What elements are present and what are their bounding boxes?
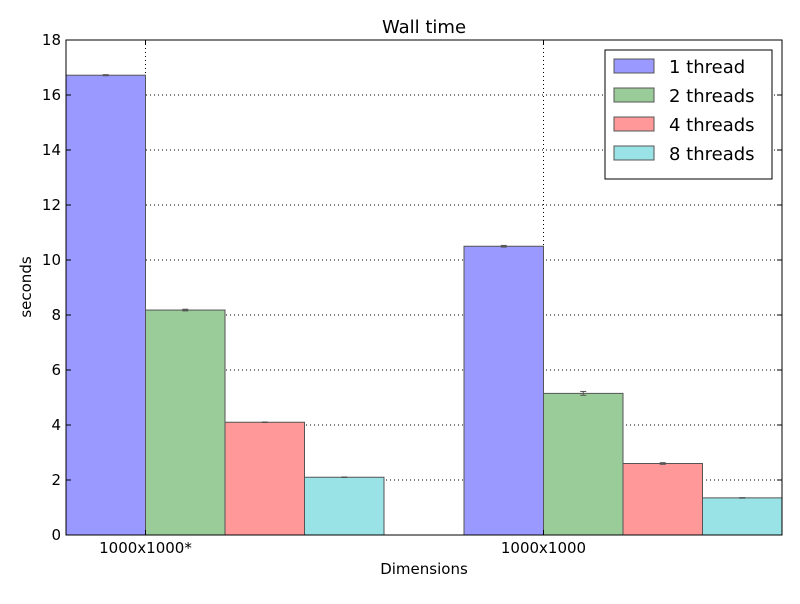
- x-tick-label: 1000x1000: [501, 539, 586, 557]
- y-tick-label: 8: [51, 306, 61, 324]
- y-tick-label: 16: [42, 86, 61, 104]
- error-bars: [102, 74, 746, 499]
- bar: [702, 497, 783, 536]
- y-tick-label: 6: [51, 361, 61, 379]
- bar: [304, 476, 385, 536]
- bar: [224, 421, 305, 536]
- bar: [65, 74, 146, 536]
- y-axis: 0 2 4 6 8 10 12 14 16 18: [42, 31, 782, 544]
- bar: [622, 463, 703, 536]
- y-tick-label: 12: [42, 196, 61, 214]
- legend-label: 1 thread: [669, 57, 745, 78]
- legend-label: 4 threads: [669, 115, 755, 136]
- x-axis: 1000x1000* 1000x1000: [99, 40, 586, 557]
- plot-frame: [65, 39, 783, 536]
- bars: [65, 74, 783, 536]
- bar: [463, 245, 544, 536]
- y-tick-label: 18: [42, 31, 61, 49]
- bar: [543, 392, 624, 536]
- y-tick-label: 2: [51, 471, 61, 489]
- y-tick-label: 4: [51, 416, 61, 434]
- legend-label: 8 threads: [669, 144, 755, 165]
- legend-label: 2 threads: [669, 86, 755, 107]
- x-axis-label: Dimensions: [380, 560, 468, 578]
- bar: [145, 309, 226, 536]
- legend-swatch: [613, 116, 655, 132]
- y-tick-label: 10: [42, 251, 61, 269]
- chart-title: Wall time: [382, 17, 466, 38]
- y-tick-label: 0: [51, 526, 61, 544]
- legend: 1 thread 2 threads 4 threads 8 threads: [604, 49, 773, 180]
- x-tick-label: 1000x1000*: [99, 539, 192, 557]
- legend-swatch: [613, 58, 655, 74]
- legend-swatch: [613, 87, 655, 103]
- y-axis-label: seconds: [17, 256, 35, 317]
- y-tick-label: 14: [42, 141, 61, 159]
- legend-swatch: [613, 145, 655, 161]
